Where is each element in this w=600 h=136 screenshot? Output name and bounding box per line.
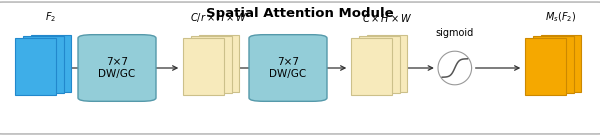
Bar <box>183 38 224 95</box>
Text: $C\times H\times W$: $C\times H\times W$ <box>362 12 412 24</box>
Text: $C/r\times H\times W$: $C/r\times H\times W$ <box>190 11 248 24</box>
Bar <box>359 36 400 93</box>
Text: Spatial Attention Module: Spatial Attention Module <box>206 7 394 20</box>
FancyBboxPatch shape <box>0 2 600 134</box>
Text: $F_2$: $F_2$ <box>46 10 56 24</box>
FancyBboxPatch shape <box>78 35 156 101</box>
Bar <box>525 38 566 95</box>
Bar <box>15 38 56 95</box>
Bar <box>191 36 232 93</box>
Text: $M_s(F_2)$: $M_s(F_2)$ <box>545 10 577 24</box>
Bar <box>541 35 581 92</box>
Bar <box>533 36 574 93</box>
Bar <box>31 35 71 92</box>
Text: 7×7
DW/GC: 7×7 DW/GC <box>269 57 307 79</box>
Bar <box>367 35 407 92</box>
Bar <box>199 35 239 92</box>
FancyBboxPatch shape <box>249 35 327 101</box>
Bar <box>351 38 392 95</box>
Text: sigmoid: sigmoid <box>436 28 474 38</box>
Text: 7×7
DW/GC: 7×7 DW/GC <box>98 57 136 79</box>
Bar <box>23 36 64 93</box>
